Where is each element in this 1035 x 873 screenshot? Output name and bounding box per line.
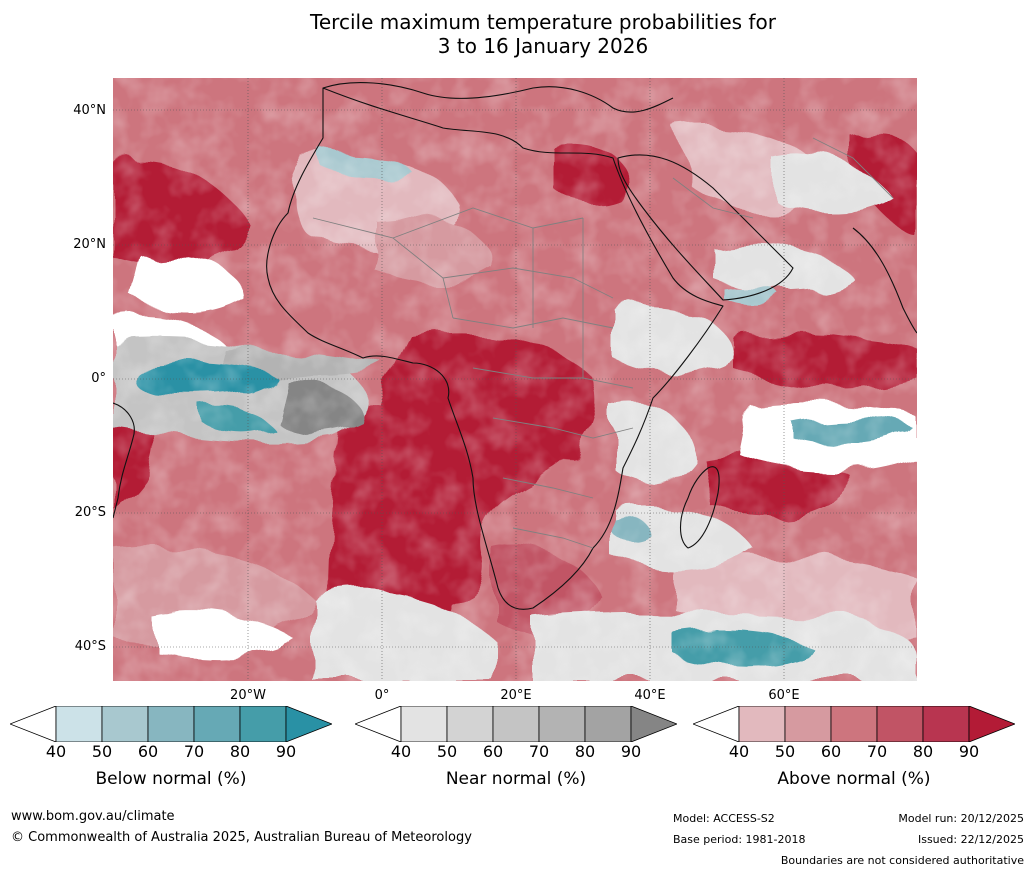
above-seg-3 [830,706,878,742]
madagascar-coastline [679,466,720,549]
near-seg-1 [400,706,448,742]
above-seg-5 [922,706,970,742]
south-america-coastline [113,402,135,519]
above-seg-1 [738,706,786,742]
colorbar-below-normal [10,706,332,742]
near-tick-50: 50 [436,742,458,761]
near-seg-2 [446,706,494,742]
below-seg-2 [101,706,149,742]
below-seg-5 [239,706,287,742]
below-tick-60: 60 [137,742,159,761]
colorbar-title-near: Near normal (%) [445,769,587,789]
below-seg-6 [285,706,332,742]
map-title: Tercile maximum temperature probabilitie… [0,10,1035,58]
near-tick-90: 90 [620,742,642,761]
arabia-coastline [617,154,794,301]
above-seg-2 [784,706,832,742]
near-seg-6 [630,706,677,742]
below-seg-3 [147,706,195,742]
above-seg-4 [876,706,924,742]
below-tick-70: 70 [183,742,205,761]
graticule [113,78,917,681]
lon-label-20w: 20°W [230,688,266,703]
lon-label-60e: 60°E [768,688,800,703]
below-tick-80: 80 [229,742,251,761]
below-tick-50: 50 [91,742,113,761]
below-seg-0 [10,706,57,742]
india-coastline [852,227,917,334]
model-text: Model: ACCESS-S2 [673,812,775,825]
near-seg-3 [492,706,540,742]
near-seg-5 [584,706,632,742]
country-borders [312,137,894,549]
probability-map[interactable] [113,78,917,681]
above-tick-60: 60 [820,742,842,761]
disclaimer-text: Boundaries are not considered authoritat… [780,854,1024,867]
above-seg-6 [968,706,1015,742]
above-tick-50: 50 [774,742,796,761]
above-tick-40: 40 [728,742,750,761]
model-run-text: Model run: 20/12/2025 [898,812,1024,825]
above-tick-80: 80 [912,742,934,761]
above-tick-90: 90 [958,742,980,761]
colorbar-near-normal [355,706,677,742]
title-line-1: Tercile maximum temperature probabilitie… [310,10,776,34]
near-tick-70: 70 [528,742,550,761]
lat-label-20s: 20°S [74,505,106,520]
base-period-text: Base period: 1981-2018 [673,833,806,846]
near-tick-40: 40 [390,742,412,761]
website-link[interactable]: www.bom.gov.au/climate [11,809,175,824]
above-seg-0 [693,706,740,742]
lat-label-40s: 40°S [74,639,106,654]
issued-text: Issued: 22/12/2025 [917,833,1024,846]
lat-label-equator: 0° [91,371,106,386]
colorbar-title-above: Above normal (%) [777,769,931,789]
texture-overlay [113,78,917,681]
near-tick-80: 80 [574,742,596,761]
below-tick-40: 40 [45,742,67,761]
below-seg-1 [55,706,103,742]
lat-label-20n: 20°N [73,237,106,252]
coastlines [113,82,917,610]
above-tick-70: 70 [866,742,888,761]
colorbar-title-below: Below normal (%) [95,769,247,789]
near-seg-0 [355,706,402,742]
title-line-2: 3 to 16 January 2026 [437,34,649,58]
colorbar-above-normal [693,706,1015,742]
below-seg-4 [193,706,241,742]
lon-label-0: 0° [374,688,390,703]
lon-label-20e: 20°E [500,688,532,703]
lat-label-40n: 40°N [73,103,106,118]
below-tick-90: 90 [275,742,297,761]
lon-label-40e: 40°E [634,688,666,703]
near-tick-60: 60 [482,742,504,761]
europe-coastline [322,82,674,113]
copyright-text: © Commonwealth of Australia 2025, Austra… [11,830,472,845]
near-seg-4 [538,706,586,742]
africa-coastline [266,87,724,610]
